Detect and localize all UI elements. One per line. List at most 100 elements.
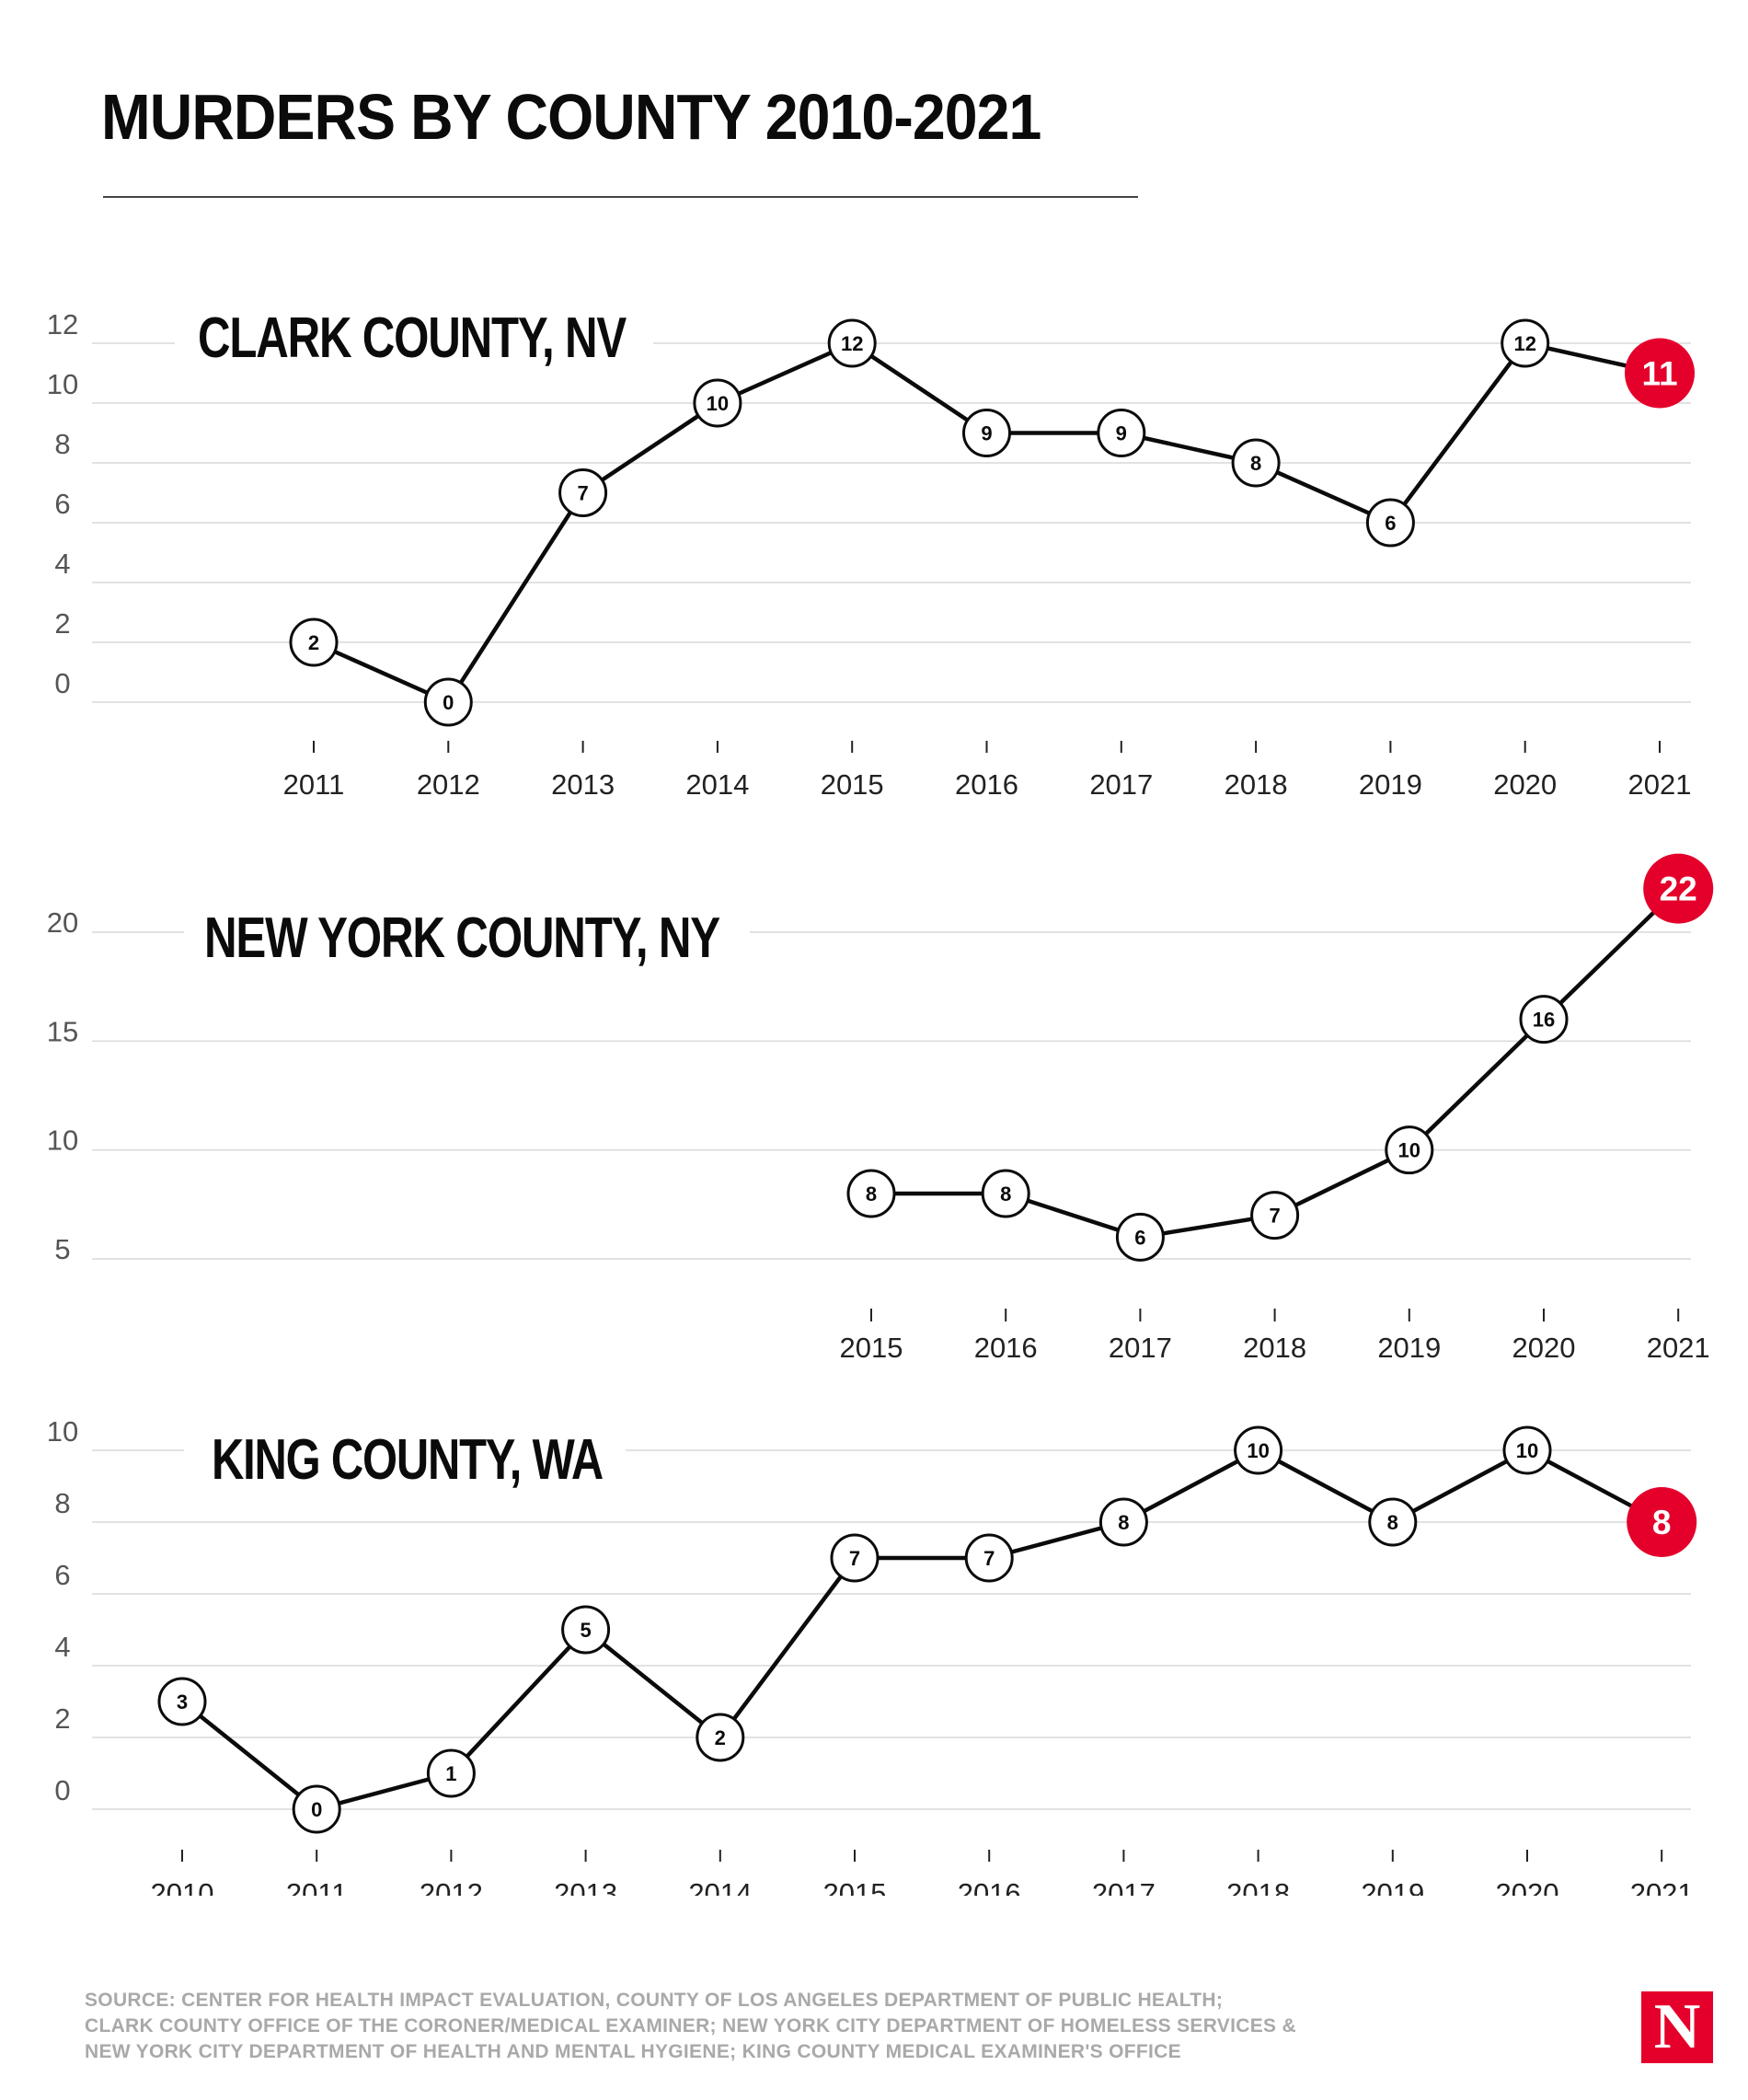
highlight-point <box>1625 338 1695 409</box>
title-divider <box>103 196 1138 198</box>
data-point <box>423 677 473 727</box>
data-point <box>696 1713 745 1762</box>
x-tick-label: 2016 <box>974 1332 1038 1364</box>
x-tick-label: 2016 <box>958 1877 1021 1896</box>
y-tick-label: 8 <box>54 428 70 460</box>
logo-letter: N <box>1653 1991 1701 2062</box>
y-tick-label: 4 <box>54 1631 70 1663</box>
x-tick-label: 2020 <box>1512 1332 1576 1364</box>
x-tick-label: 2019 <box>1359 768 1422 801</box>
data-label: 7 <box>577 482 588 505</box>
y-tick-label: 4 <box>54 548 70 580</box>
chart-new-york-county: 5 10 15 20 NEW YORK COUNTY, NY 2015 2016 2017 20… <box>47 853 1714 1364</box>
source-line: NEW YORK CITY DEPARTMENT OF HEALTH AND M… <box>85 2041 1181 2062</box>
data-point <box>1368 1497 1418 1547</box>
data-label: 3 <box>177 1690 188 1713</box>
data-label: 7 <box>1269 1205 1280 1228</box>
x-tick-label: 2017 <box>1089 768 1153 801</box>
data-label: 6 <box>1134 1226 1145 1249</box>
x-tick-label: 2015 <box>823 1877 887 1896</box>
x-tick-label: 2010 <box>151 1877 214 1896</box>
y-tick-label: 6 <box>54 1559 70 1591</box>
label-backdrop <box>175 294 653 363</box>
data-point <box>1098 1497 1148 1547</box>
x-tick-label: 2020 <box>1496 1877 1559 1896</box>
x-tick-label: 2018 <box>1225 768 1288 801</box>
data-point <box>1385 1125 1434 1175</box>
data-point <box>289 617 339 667</box>
data-label: 9 <box>981 422 992 445</box>
label-backdrop <box>184 897 750 966</box>
data-point <box>1365 498 1415 548</box>
x-tick-label: 2011 <box>283 768 345 801</box>
x-tick-label: 2012 <box>420 1877 483 1896</box>
data-point <box>558 468 608 517</box>
page-title: MURDERS BY COUNTY 2010-2021 <box>101 81 1041 153</box>
highlight-point <box>1643 853 1714 924</box>
y-tick-label: 0 <box>54 1774 70 1806</box>
data-point <box>1501 318 1550 368</box>
data-point <box>1097 409 1146 457</box>
data-point <box>964 1533 1014 1583</box>
data-label: 16 <box>1533 1009 1555 1032</box>
x-tick-label: 2021 <box>1628 768 1692 801</box>
data-label: 10 <box>1516 1439 1538 1462</box>
x-tick-label: 2017 <box>1109 1332 1172 1364</box>
y-tick-label: 20 <box>47 906 78 939</box>
source-note: SOURCE: CENTER FOR HEALTH IMPACT EVALUAT… <box>85 1988 1593 2065</box>
x-tick-label: 2019 <box>1377 1332 1441 1364</box>
data-point <box>292 1784 341 1834</box>
data-point <box>981 1169 1030 1218</box>
x-tick-label: 2021 <box>1647 1332 1710 1364</box>
data-point <box>830 1533 880 1583</box>
label-backdrop <box>184 1417 626 1486</box>
data-point <box>561 1605 611 1655</box>
data-point <box>426 1748 476 1798</box>
data-point <box>1234 1425 1283 1475</box>
data-point <box>1519 995 1569 1044</box>
data-label: 7 <box>983 1547 995 1570</box>
x-tick-label: 2014 <box>685 768 749 801</box>
data-point <box>157 1677 207 1726</box>
x-tick-label: 2021 <box>1630 1877 1694 1896</box>
data-label: 8 <box>1000 1183 1011 1206</box>
x-tick-label: 2019 <box>1361 1877 1424 1896</box>
x-tick-label: 2018 <box>1226 1877 1290 1896</box>
y-tick-label: 2 <box>54 1702 70 1735</box>
y-tick-label: 6 <box>54 488 70 520</box>
data-label-highlight: 11 <box>1641 355 1677 393</box>
y-tick-label: 12 <box>47 308 78 340</box>
source-line: SOURCE: CENTER FOR HEALTH IMPACT EVALUAT… <box>85 1990 1224 2011</box>
chart-title: CLARK COUNTY, NV <box>198 306 627 370</box>
data-label: 2 <box>308 631 319 654</box>
data-point <box>1502 1425 1552 1475</box>
data-label: 8 <box>1250 452 1261 475</box>
data-label: 9 <box>1116 422 1127 445</box>
x-tick-label: 2015 <box>821 768 884 801</box>
y-tick-label: 10 <box>47 1415 78 1448</box>
x-tick-label: 2017 <box>1092 1877 1156 1896</box>
data-label: 10 <box>1398 1139 1420 1162</box>
chart-title: NEW YORK COUNTY, NY <box>204 906 720 970</box>
x-tick-label: 2013 <box>554 1877 617 1896</box>
data-label: 10 <box>707 392 729 415</box>
x-tick-label: 2015 <box>840 1332 903 1364</box>
x-tick-label: 2013 <box>551 768 615 801</box>
source-line: CLARK COUNTY OFFICE OF THE CORONER/MEDIC… <box>85 2015 1296 2037</box>
x-tick-label: 2020 <box>1493 768 1557 801</box>
y-tick-label: 8 <box>54 1487 70 1519</box>
series-line <box>180 1448 1663 1812</box>
x-tick-label: 2014 <box>688 1877 752 1896</box>
highlight-point <box>1627 1487 1697 1557</box>
chart-title: KING COUNTY, WA <box>212 1428 604 1492</box>
data-label: 12 <box>1513 332 1535 355</box>
data-point <box>827 318 877 368</box>
data-point <box>962 409 1011 457</box>
data-label: 0 <box>311 1798 322 1821</box>
data-label: 10 <box>1247 1439 1269 1462</box>
data-label: 1 <box>445 1762 456 1785</box>
data-point <box>1231 438 1281 488</box>
data-label: 0 <box>443 691 454 714</box>
